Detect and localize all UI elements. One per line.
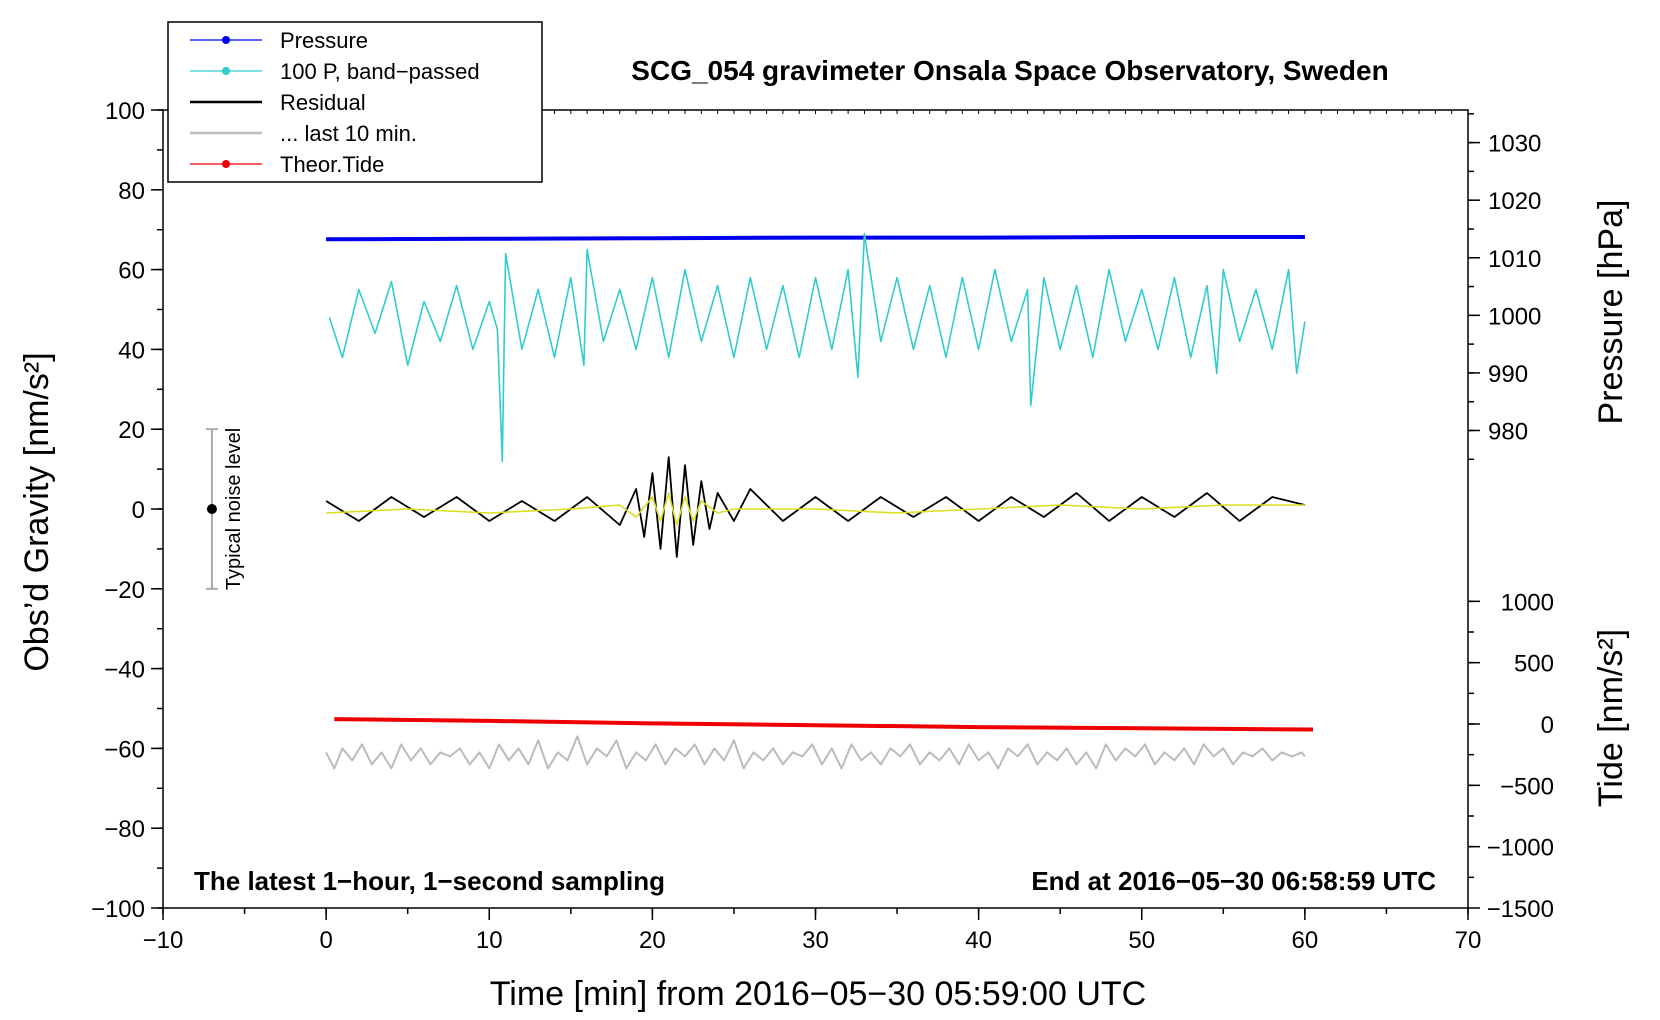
series-line-theor-tide [334, 717, 1314, 732]
tide-tick-label: −500 [1500, 773, 1554, 800]
annotation-end-time: End at 2016−05−30 06:58:59 UTC [1031, 866, 1436, 896]
x-tick-label: 40 [965, 927, 992, 954]
legend: Pressure 100 P, band−passed Residual ... la… [167, 21, 543, 183]
legend-label: Pressure [280, 28, 368, 53]
y-tick-label: −60 [104, 736, 145, 763]
tide-tick-label: −1500 [1487, 896, 1554, 923]
pressure-tick-label: 990 [1488, 361, 1528, 388]
x-tick-label: −10 [143, 927, 184, 954]
pressure-tick-label: 1020 [1488, 188, 1541, 215]
y-tick-label: −20 [104, 577, 145, 604]
series-line-last-10-min [325, 735, 1306, 770]
y-tick-label: 60 [118, 258, 145, 285]
x-tick-label: 0 [319, 927, 332, 954]
x-tick-label: 60 [1292, 927, 1319, 954]
pressure-tick-label: 1000 [1488, 303, 1541, 330]
series-line-residual-yellow [326, 492, 1305, 526]
y-axis-title-pressure: Pressure [hPa] [1592, 200, 1630, 425]
pressure-tick-label: 1030 [1488, 131, 1541, 158]
noise-level-dot [206, 504, 217, 514]
legend-label: Theor.Tide [280, 152, 384, 177]
x-tick-label: 30 [802, 927, 829, 954]
y-tick-label: −40 [104, 657, 145, 684]
tide-tick-label: −1000 [1487, 835, 1554, 862]
legend-label: Residual [280, 90, 366, 115]
y-tick-label: 100 [105, 98, 145, 125]
y-axis-title-tide: Tide [nm/s²] [1592, 629, 1630, 807]
ticks-layer: −10 0 10 20 30 40 50 60 70100806040200−20−40−60−… [91, 98, 1554, 954]
legend-marker [222, 67, 230, 75]
y-tick-label: −80 [104, 816, 145, 843]
noise-level-label: Typical noise level [223, 428, 245, 590]
x-tick-label: 50 [1128, 927, 1155, 954]
legend-label: ... last 10 min. [280, 121, 417, 146]
y-axis-title-gravity: Obs’d Gravity [nm/s²] [18, 352, 56, 671]
legend-marker [222, 36, 230, 44]
chart-title: SCG_054 gravimeter Onsala Space Observat… [631, 55, 1388, 86]
y-tick-label: −100 [91, 896, 145, 923]
legend-label: 100 P, band−passed [280, 59, 480, 84]
x-tick-label: 10 [476, 927, 503, 954]
series-line-pressure [326, 235, 1305, 242]
y-tick-label: 80 [118, 178, 145, 205]
series-layer [325, 232, 1314, 770]
series-line-100-p-band-passed [328, 232, 1306, 462]
x-axis-title: Time [min] from 2016−05−30 05:59:00 UTC [490, 975, 1146, 1013]
y-tick-label: 20 [118, 417, 145, 444]
legend-items: Pressure 100 P, band−passed Residual ... la… [190, 28, 480, 177]
noise-level-indicator: Typical noise level [205, 428, 245, 590]
x-tick-label: 20 [639, 927, 666, 954]
tide-tick-label: 500 [1514, 651, 1554, 678]
y-tick-label: 0 [132, 497, 145, 524]
annotation-sampling: The latest 1−hour, 1−second sampling [194, 866, 665, 896]
pressure-tick-label: 1010 [1488, 246, 1541, 273]
tide-tick-label: 1000 [1501, 589, 1554, 616]
legend-marker [222, 160, 230, 168]
pressure-tick-label: 980 [1488, 418, 1528, 445]
y-tick-label: 40 [118, 337, 145, 364]
tide-tick-label: 0 [1541, 712, 1554, 739]
x-tick-label: 70 [1455, 927, 1482, 954]
